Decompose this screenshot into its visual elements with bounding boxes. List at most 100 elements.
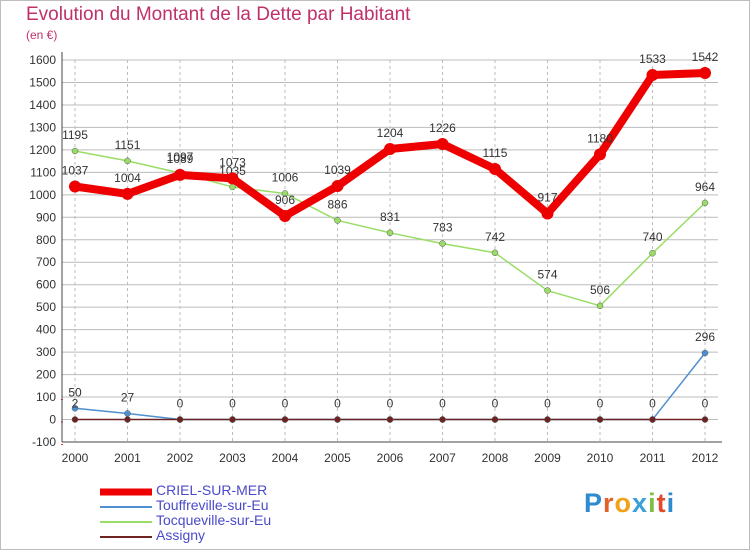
data-point xyxy=(596,416,604,423)
y-tick-label: 200 xyxy=(36,368,56,382)
data-label: 1533 xyxy=(639,52,666,66)
data-point xyxy=(491,416,499,423)
y-tick-label: 1100 xyxy=(30,165,56,179)
x-tick-label: 2003 xyxy=(219,451,246,465)
data-point xyxy=(541,207,554,220)
x-tick-label: 2006 xyxy=(377,451,404,465)
y-tick-label: 100 xyxy=(36,390,56,404)
legend-swatch-criel xyxy=(100,488,152,495)
data-label: 0 xyxy=(439,397,446,411)
data-label: 574 xyxy=(537,268,557,282)
data-label: 506 xyxy=(590,283,610,297)
data-point xyxy=(124,416,131,423)
y-tick-label: 0 xyxy=(49,413,56,427)
data-point xyxy=(649,416,656,423)
data-label: 1151 xyxy=(115,138,141,152)
logo-letter: P xyxy=(584,488,604,518)
y-tick-label: 1400 xyxy=(29,98,56,112)
y-tick-label: 800 xyxy=(36,233,56,247)
data-label: 0 xyxy=(387,397,394,411)
data-label: 917 xyxy=(537,190,557,204)
logo-letter: i xyxy=(648,488,657,518)
data-label: 0 xyxy=(177,397,184,411)
legend-label-assigny: Assigny xyxy=(156,527,206,543)
data-point xyxy=(334,416,341,423)
y-tick-label: 400 xyxy=(36,323,56,337)
y-tick-label: 700 xyxy=(36,255,56,269)
y-tick-label: 1200 xyxy=(29,143,56,157)
data-label: 1006 xyxy=(272,170,299,184)
data-label: 0 xyxy=(597,397,604,411)
data-label: 1073 xyxy=(219,155,246,169)
x-tick-label: 2004 xyxy=(272,451,299,465)
x-tick-label: 2002 xyxy=(167,451,194,465)
data-point xyxy=(699,67,711,80)
data-point xyxy=(386,229,394,237)
data-label: 0 xyxy=(544,397,551,411)
legend-label-criel: CRIEL-SUR-MER xyxy=(156,482,268,498)
data-point xyxy=(646,69,659,82)
data-label: 964 xyxy=(695,180,715,194)
data-point xyxy=(124,410,131,417)
data-point xyxy=(334,217,341,224)
y-tick-label: -100 xyxy=(32,435,56,449)
legend-item-criel: CRIEL-SUR-MER xyxy=(100,482,360,499)
y-tick-label: 1000 xyxy=(29,188,56,202)
legend-item-tocqueville: Tocqueville-sur-Eu xyxy=(100,512,360,529)
data-label: 1180 xyxy=(587,131,613,145)
data-point xyxy=(649,249,656,257)
data-point xyxy=(544,416,551,423)
data-point xyxy=(71,147,79,155)
data-point xyxy=(229,416,236,423)
data-point xyxy=(174,168,186,181)
data-label: 906 xyxy=(275,193,295,207)
data-point xyxy=(436,138,449,151)
x-tick-label: 2005 xyxy=(324,451,351,465)
y-tick-label: 1300 xyxy=(29,120,56,134)
legend-item-touffreville: Touffreville-sur-Eu xyxy=(100,497,360,514)
data-point xyxy=(121,187,134,200)
data-label: 27 xyxy=(121,390,135,404)
data-point xyxy=(544,287,551,294)
data-label: 296 xyxy=(695,330,715,344)
legend-item-assigny: Assigny xyxy=(100,527,360,544)
data-label: 1542 xyxy=(692,50,719,64)
x-tick-label: 2001 xyxy=(114,451,141,465)
data-label: 831 xyxy=(380,210,400,224)
data-label: 0 xyxy=(649,397,656,411)
data-label: 1195 xyxy=(62,128,88,142)
x-tick-label: 2008 xyxy=(482,451,509,465)
proxiti-logo: Proxiti xyxy=(584,488,675,519)
data-point xyxy=(701,349,709,357)
data-point xyxy=(439,416,446,423)
data-point xyxy=(596,302,604,310)
data-point xyxy=(71,405,79,412)
data-point xyxy=(491,249,499,257)
legend-swatch-touffreville xyxy=(100,505,152,508)
data-point xyxy=(331,180,344,193)
data-point xyxy=(701,416,709,423)
x-tick-label: 2009 xyxy=(534,451,561,465)
data-label: 1037 xyxy=(62,164,89,178)
y-tick-label: 500 xyxy=(36,300,56,314)
legend-label-touffreville: Touffreville-sur-Eu xyxy=(156,497,269,513)
legend-swatch-tocqueville xyxy=(100,520,152,523)
data-label: 2 xyxy=(72,397,79,411)
data-point xyxy=(71,416,79,423)
data-label: 1097 xyxy=(167,150,194,164)
legend: CRIEL-SUR-MER Touffreville-sur-Eu Tocque… xyxy=(100,482,360,544)
data-point xyxy=(226,172,239,185)
unit-label: (en €) xyxy=(26,28,58,42)
data-label: 1204 xyxy=(377,126,404,140)
data-label: 0 xyxy=(702,397,709,411)
x-tick-label: 2011 xyxy=(640,451,666,465)
x-tick-label: 2000 xyxy=(62,451,89,465)
data-point xyxy=(124,157,131,165)
data-label: 1089 xyxy=(167,152,194,166)
data-label: 1115 xyxy=(483,146,508,160)
logo-letter: t xyxy=(656,488,667,518)
data-point xyxy=(701,199,709,207)
data-label: 1004 xyxy=(114,171,141,185)
